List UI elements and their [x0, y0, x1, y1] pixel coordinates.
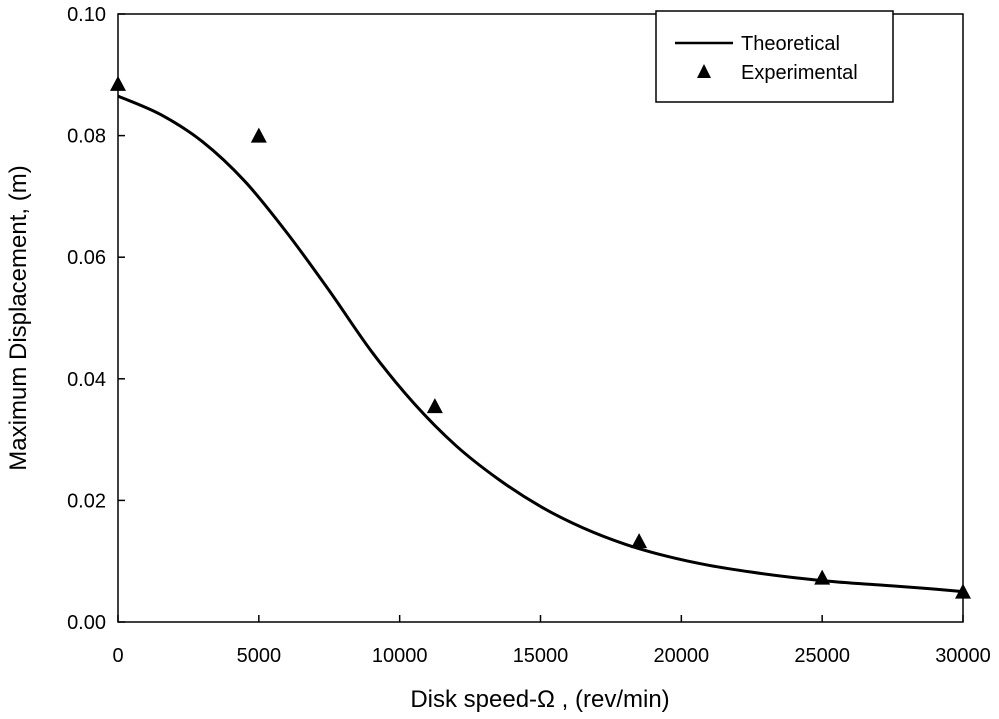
series-layer	[110, 75, 971, 599]
series-line-theoretical	[117, 94, 964, 594]
data-point-experimental	[426, 398, 443, 414]
data-point-experimental	[955, 583, 971, 599]
x-tick-label: 30000	[935, 645, 991, 667]
legend-box	[655, 10, 894, 103]
x-tick-label: 20000	[654, 645, 710, 667]
y-tick-label: 0.06	[67, 247, 106, 269]
data-point-experimental	[814, 569, 831, 585]
legend-label-experimental: Experimental	[741, 62, 858, 84]
legend: Theoretical Experimental	[655, 10, 894, 103]
data-point-experimental	[250, 127, 267, 143]
data-point-experimental	[110, 75, 126, 91]
y-tick-label: 0.00	[67, 612, 106, 634]
x-tick-label: 25000	[794, 645, 850, 667]
y-tick-label: 0.08	[67, 126, 106, 148]
x-tick-label: 10000	[372, 645, 428, 667]
y-tick-label: 0.02	[67, 490, 106, 512]
x-axis-title: Disk speed-Ω , (rev/min)	[410, 686, 669, 713]
plot-frame	[117, 13, 964, 623]
y-axis-ticks: 0.00 0.02 0.04 0.06 0.08 0.10	[67, 4, 125, 634]
legend-triangle-swatch	[697, 64, 711, 78]
x-tick-label: 0	[112, 645, 123, 667]
x-tick-label: 5000	[237, 645, 282, 667]
y-tick-label: 0.04	[67, 369, 106, 391]
y-axis-title: Maximum Displacement, (m)	[5, 165, 32, 470]
legend-label-theoretical: Theoretical	[741, 33, 840, 55]
x-axis-ticks: 0 5000 10000 15000 20000 25000 30000	[112, 615, 991, 667]
data-point-experimental	[631, 533, 648, 549]
x-tick-label: 15000	[513, 645, 569, 667]
y-tick-label: 0.10	[67, 4, 106, 26]
